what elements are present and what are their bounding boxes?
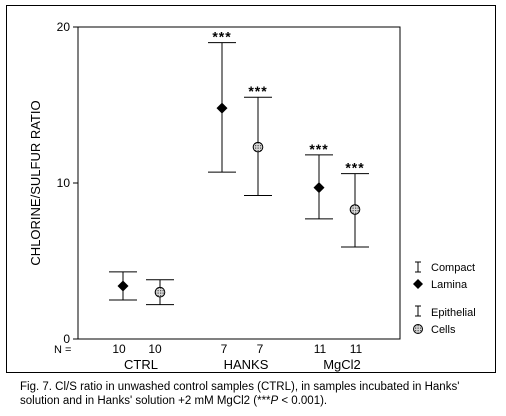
legend-label: Compact <box>431 262 475 274</box>
legend-label: Lamina <box>431 279 468 291</box>
legend-label: Epithelial <box>431 307 476 319</box>
data-point-diamond <box>117 280 129 292</box>
n-value: 10 <box>112 342 126 356</box>
data-point-circle <box>349 204 361 215</box>
n-value: 10 <box>148 342 162 356</box>
n-row-label: N = <box>54 344 71 356</box>
y-tick-label: 20 <box>57 20 71 34</box>
n-value: 11 <box>350 342 363 356</box>
n-value: 7 <box>257 342 264 356</box>
n-value: 11 <box>314 342 327 356</box>
significance-label: *** <box>309 141 328 157</box>
caption-p-symbol: P <box>270 395 279 407</box>
plot-area-border <box>77 26 401 340</box>
data-point-circle <box>154 286 166 298</box>
figure-caption: Fig. 7. Cl/S ratio in unwashed control s… <box>20 380 500 408</box>
group-label: MgCl2 <box>323 357 361 372</box>
legend-circle-icon <box>413 324 423 334</box>
y-tick-label: 0 <box>63 332 70 346</box>
group-label: HANKS <box>224 357 269 372</box>
data-point-diamond <box>216 102 228 114</box>
figure-frame <box>6 5 496 373</box>
significance-label: *** <box>248 83 267 99</box>
caption-line-2: solution and in Hanks' solution +2 mM Mg… <box>20 394 500 408</box>
data-point-circle <box>252 141 264 153</box>
group-label: CTRL <box>124 357 158 372</box>
data-point-diamond <box>313 182 325 194</box>
caption-line-1: Fig. 7. Cl/S ratio in unwashed control s… <box>20 381 460 393</box>
caption-text: solution and in Hanks' solution +2 mM Mg… <box>20 395 271 407</box>
legend-diamond-icon <box>413 279 423 289</box>
y-axis-label: CHLORINE/SULFUR RATIO <box>28 100 43 265</box>
caption-text-end: < 0.001). <box>278 395 328 407</box>
significance-label: *** <box>212 29 231 45</box>
n-value: 7 <box>221 342 228 356</box>
legend-label: Cells <box>431 324 456 336</box>
y-tick-label: 10 <box>57 176 71 190</box>
significance-label: *** <box>345 160 364 176</box>
